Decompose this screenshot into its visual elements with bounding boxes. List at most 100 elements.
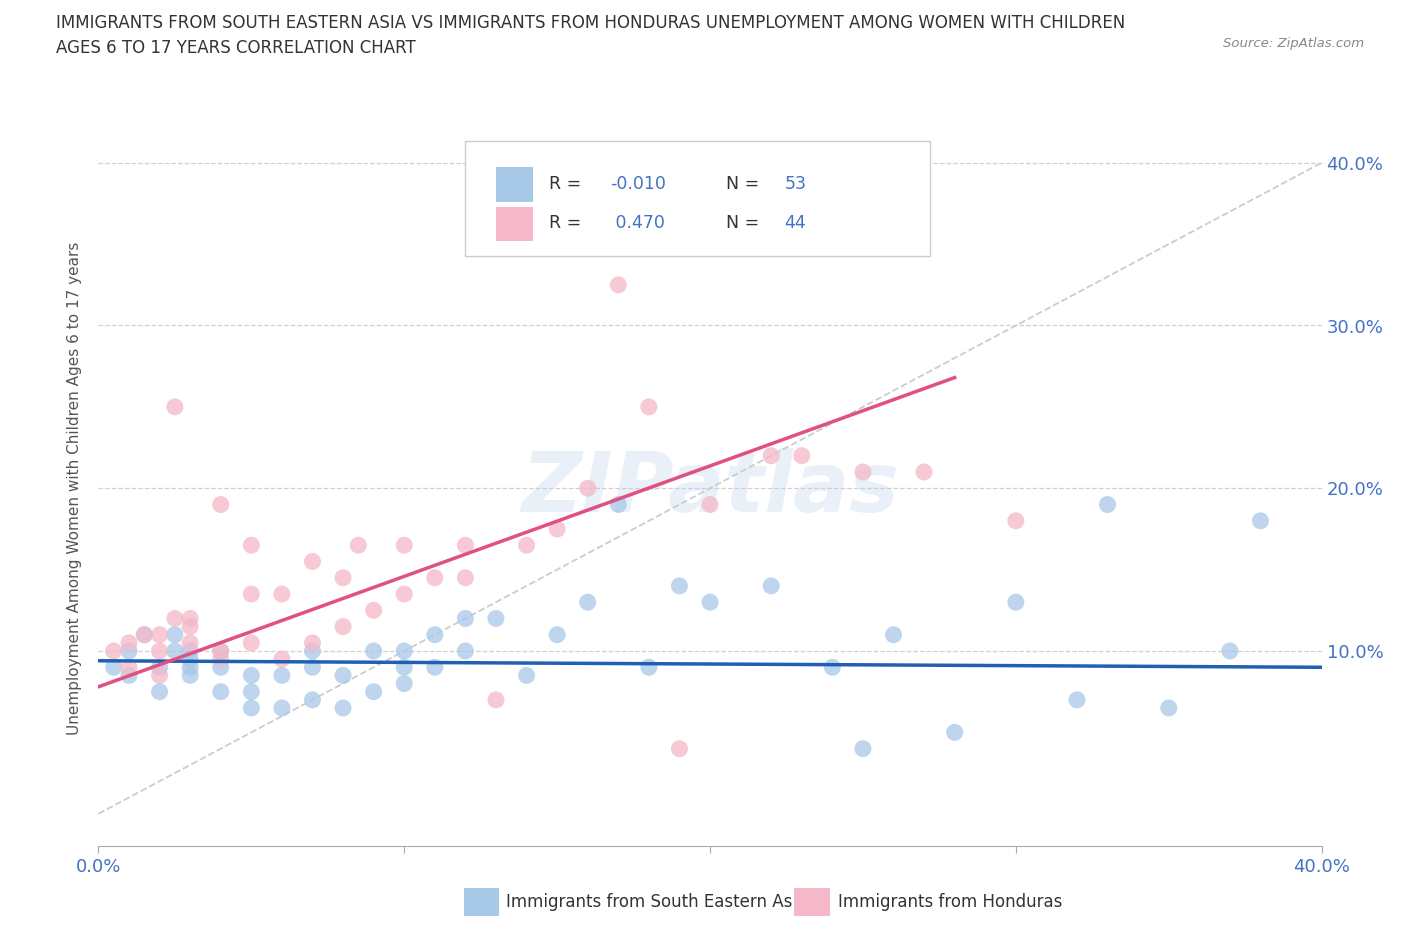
Point (270, 700, 292, 715)
Point (209, 684, 232, 699)
Point (759, 448, 782, 463)
Point (546, 522, 568, 537)
Point (1219, 644, 1241, 658)
FancyBboxPatch shape (465, 141, 931, 256)
Point (332, 668, 354, 683)
Point (209, 660, 232, 675)
Text: N =: N = (725, 214, 765, 232)
Point (637, 400, 661, 415)
Point (301, 554, 323, 569)
Point (1004, 513, 1026, 528)
Point (103, 660, 125, 675)
Text: Immigrants from Honduras: Immigrants from Honduras (838, 893, 1063, 911)
Point (1157, 700, 1180, 715)
Point (209, 644, 232, 658)
Point (454, 644, 477, 658)
Text: -0.010: -0.010 (610, 175, 665, 193)
Point (423, 660, 446, 675)
Point (912, 465, 935, 480)
Point (149, 644, 172, 658)
Point (454, 611, 477, 626)
Text: R =: R = (548, 214, 586, 232)
Point (637, 660, 661, 675)
Text: AGES 6 TO 17 YEARS CORRELATION CHART: AGES 6 TO 17 YEARS CORRELATION CHART (56, 39, 416, 57)
Point (516, 668, 538, 683)
Point (179, 660, 201, 675)
Point (883, 628, 905, 643)
Point (392, 538, 416, 552)
Point (852, 741, 875, 756)
Text: 53: 53 (785, 175, 807, 193)
Point (163, 400, 186, 415)
Point (118, 635, 141, 650)
Point (790, 448, 813, 463)
Point (301, 692, 323, 708)
Point (699, 595, 721, 610)
Point (118, 668, 141, 683)
Point (163, 644, 186, 658)
Point (347, 538, 370, 552)
Point (392, 587, 416, 602)
Point (103, 644, 125, 658)
Point (576, 595, 599, 610)
Point (240, 684, 263, 699)
Point (240, 700, 263, 715)
Text: Immigrants from South Eastern Asia: Immigrants from South Eastern Asia (506, 893, 807, 911)
Point (149, 660, 172, 675)
Point (392, 660, 416, 675)
Point (209, 652, 232, 667)
Point (134, 628, 156, 643)
Point (301, 635, 323, 650)
Point (179, 652, 201, 667)
Point (943, 725, 966, 740)
Point (392, 644, 416, 658)
Text: N =: N = (725, 175, 765, 193)
Point (546, 628, 568, 643)
Point (699, 498, 721, 512)
Point (485, 692, 508, 708)
Point (363, 644, 385, 658)
Point (668, 578, 690, 593)
Point (149, 628, 172, 643)
Point (209, 498, 232, 512)
Point (134, 628, 156, 643)
Point (270, 668, 292, 683)
Point (301, 644, 323, 658)
Point (301, 660, 323, 675)
Text: 44: 44 (785, 214, 807, 232)
Point (209, 644, 232, 658)
Point (607, 498, 630, 512)
Point (516, 538, 538, 552)
Point (392, 676, 416, 691)
Text: R =: R = (548, 175, 586, 193)
Point (852, 465, 875, 480)
Point (607, 277, 630, 292)
Point (179, 644, 201, 658)
Point (423, 628, 446, 643)
Point (1249, 513, 1271, 528)
Point (149, 668, 172, 683)
Point (485, 611, 508, 626)
Point (363, 684, 385, 699)
Bar (496, 167, 533, 202)
Bar (496, 206, 533, 241)
Point (149, 684, 172, 699)
Point (163, 611, 186, 626)
Point (363, 603, 385, 618)
Y-axis label: Unemployment Among Women with Children Ages 6 to 17 years: Unemployment Among Women with Children A… (67, 242, 83, 735)
Point (240, 587, 263, 602)
Point (118, 644, 141, 658)
Point (118, 660, 141, 675)
Point (332, 570, 354, 585)
Point (1004, 595, 1026, 610)
Text: IMMIGRANTS FROM SOUTH EASTERN ASIA VS IMMIGRANTS FROM HONDURAS UNEMPLOYMENT AMON: IMMIGRANTS FROM SOUTH EASTERN ASIA VS IM… (56, 14, 1125, 32)
Text: Source: ZipAtlas.com: Source: ZipAtlas.com (1223, 37, 1364, 50)
Point (576, 481, 599, 496)
Point (163, 628, 186, 643)
Point (1097, 498, 1119, 512)
Point (179, 619, 201, 634)
Point (240, 635, 263, 650)
Point (179, 611, 201, 626)
Point (270, 587, 292, 602)
Point (759, 578, 782, 593)
